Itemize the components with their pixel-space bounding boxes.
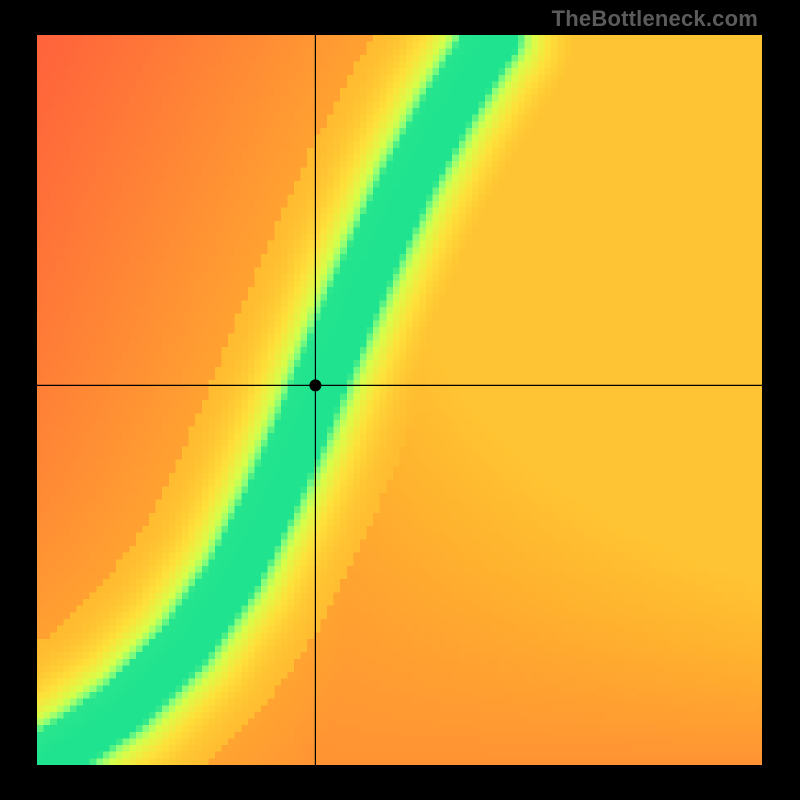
chart-stage: TheBottleneck.com [0, 0, 800, 800]
bottleneck-heatmap [37, 35, 762, 765]
watermark-text: TheBottleneck.com [552, 6, 758, 32]
